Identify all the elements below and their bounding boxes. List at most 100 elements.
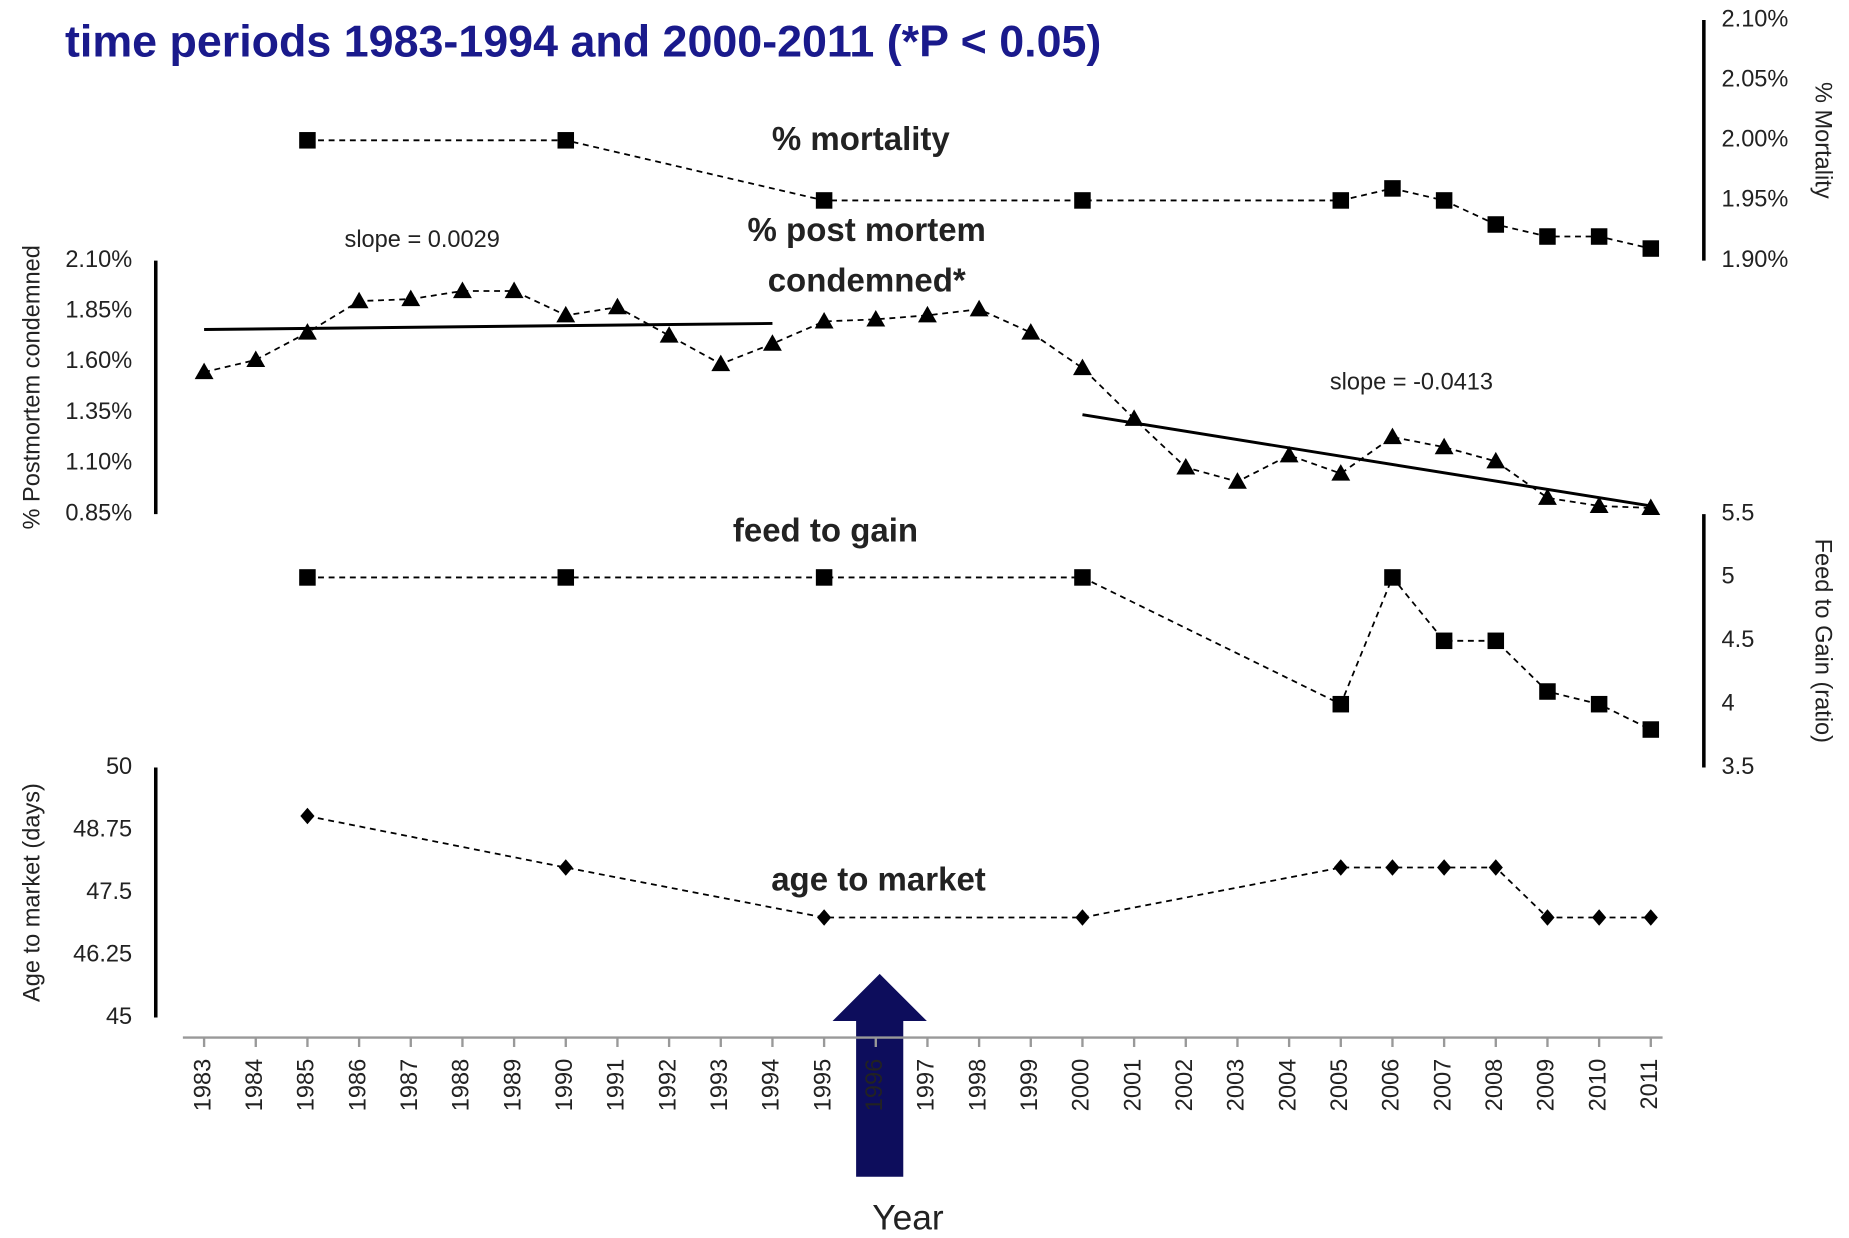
y-axis-label: Feed to Gain (ratio) [1811, 539, 1837, 743]
slope-label: slope = 0.0029 [345, 226, 500, 252]
marker [1332, 695, 1350, 713]
marker [1539, 683, 1556, 700]
marker [1074, 192, 1091, 209]
x-tick-label: 2005 [1326, 1059, 1352, 1111]
y-tick-label: 1.10% [65, 449, 132, 475]
series-line [203, 290, 1651, 509]
marker [969, 299, 989, 317]
x-tick-label: 1992 [654, 1059, 680, 1111]
series-line [307, 575, 1652, 731]
series-label: % mortality [772, 120, 951, 157]
y-axis-label: % Mortality [1811, 82, 1837, 199]
marker [1385, 859, 1400, 876]
series-label: feed to gain [733, 512, 918, 549]
y-tick-label: 4 [1722, 689, 1735, 715]
marker [299, 132, 316, 149]
x-tick-label: 2000 [1068, 1059, 1094, 1111]
marker [557, 569, 575, 586]
marker [299, 569, 316, 586]
series-label: condemned* [768, 262, 966, 299]
marker [866, 309, 886, 327]
marker [1383, 427, 1402, 445]
x-tick-label: 1988 [448, 1059, 474, 1111]
y-tick-label: 1.35% [65, 398, 132, 424]
marker [659, 326, 679, 343]
marker [1486, 451, 1506, 469]
series-label: % post mortem [748, 211, 986, 248]
marker [1384, 180, 1401, 197]
x-tick-label: 1986 [344, 1059, 370, 1111]
x-tick-label: 1994 [758, 1059, 784, 1111]
y-axis-label: % Postmortem condemned [18, 245, 44, 529]
marker [1437, 859, 1452, 876]
marker [1538, 488, 1557, 505]
marker [558, 859, 573, 876]
x-tick-label: 1996 [861, 1059, 887, 1111]
y-tick-label: 1.90% [1722, 246, 1789, 272]
series-line [307, 815, 1651, 919]
x-tick-label: 1984 [241, 1059, 267, 1111]
marker [246, 350, 266, 368]
x-tick-label: 2007 [1429, 1059, 1455, 1111]
y-axis-label: Age to market (days) [18, 783, 44, 1002]
y-tick-label: 45 [106, 1003, 132, 1029]
marker [1592, 909, 1607, 926]
marker [817, 909, 832, 926]
marker [1021, 323, 1041, 340]
x-tick-label: 2001 [1119, 1059, 1145, 1111]
marker [1228, 472, 1247, 489]
marker [1074, 569, 1091, 586]
y-tick-label: 2.10% [1722, 5, 1789, 31]
marker [1487, 216, 1505, 233]
marker [1435, 632, 1453, 650]
marker [1384, 569, 1401, 586]
y-tick-label: 2.00% [1722, 126, 1789, 152]
marker [815, 192, 833, 209]
x-tick-label: 1995 [809, 1059, 835, 1111]
x-tick-label: 2006 [1378, 1059, 1404, 1111]
y-tick-label: 48.75 [73, 815, 132, 841]
y-tick-label: 1.60% [65, 347, 132, 373]
marker [763, 334, 782, 351]
y-tick-label: 4.5 [1722, 626, 1755, 652]
y-tick-label: 47.5 [86, 878, 132, 904]
x-tick-label: 2003 [1223, 1059, 1249, 1111]
x-tick-label: 2011 [1636, 1059, 1662, 1110]
marker [1073, 358, 1092, 376]
x-tick-label: 2008 [1481, 1059, 1507, 1111]
marker [814, 311, 834, 329]
marker [1435, 192, 1453, 209]
arrow [832, 973, 927, 1177]
x-tick-label: 1989 [499, 1059, 525, 1111]
marker [1642, 721, 1660, 738]
marker [504, 281, 524, 299]
marker [1589, 496, 1609, 514]
x-tick-label: 1991 [603, 1059, 629, 1111]
marker [194, 362, 214, 380]
y-tick-label: 46.25 [73, 940, 132, 966]
x-tick-label: 1999 [1016, 1059, 1042, 1111]
y-tick-label: 5.5 [1722, 499, 1755, 525]
marker [298, 323, 317, 340]
x-tick-label: 2009 [1533, 1059, 1559, 1111]
y-tick-label: 1.95% [1722, 186, 1789, 212]
x-tick-label: 2002 [1171, 1059, 1197, 1111]
slope-label: slope = -0.0413 [1330, 368, 1493, 394]
marker [1590, 695, 1608, 713]
marker [1333, 859, 1348, 876]
marker [1332, 192, 1350, 209]
marker [608, 297, 627, 315]
marker [556, 305, 576, 323]
trendline [204, 321, 773, 331]
x-tick-label: 1993 [706, 1059, 732, 1111]
x-tick-label: 1983 [189, 1059, 215, 1111]
trendline [1082, 413, 1652, 508]
x-axis-label: Year [872, 1199, 944, 1238]
x-tick-label: 1998 [964, 1059, 990, 1111]
marker [1434, 437, 1454, 455]
y-tick-label: 50 [106, 753, 132, 779]
y-tick-label: 0.85% [65, 499, 132, 525]
x-tick-label: 1987 [396, 1059, 422, 1111]
